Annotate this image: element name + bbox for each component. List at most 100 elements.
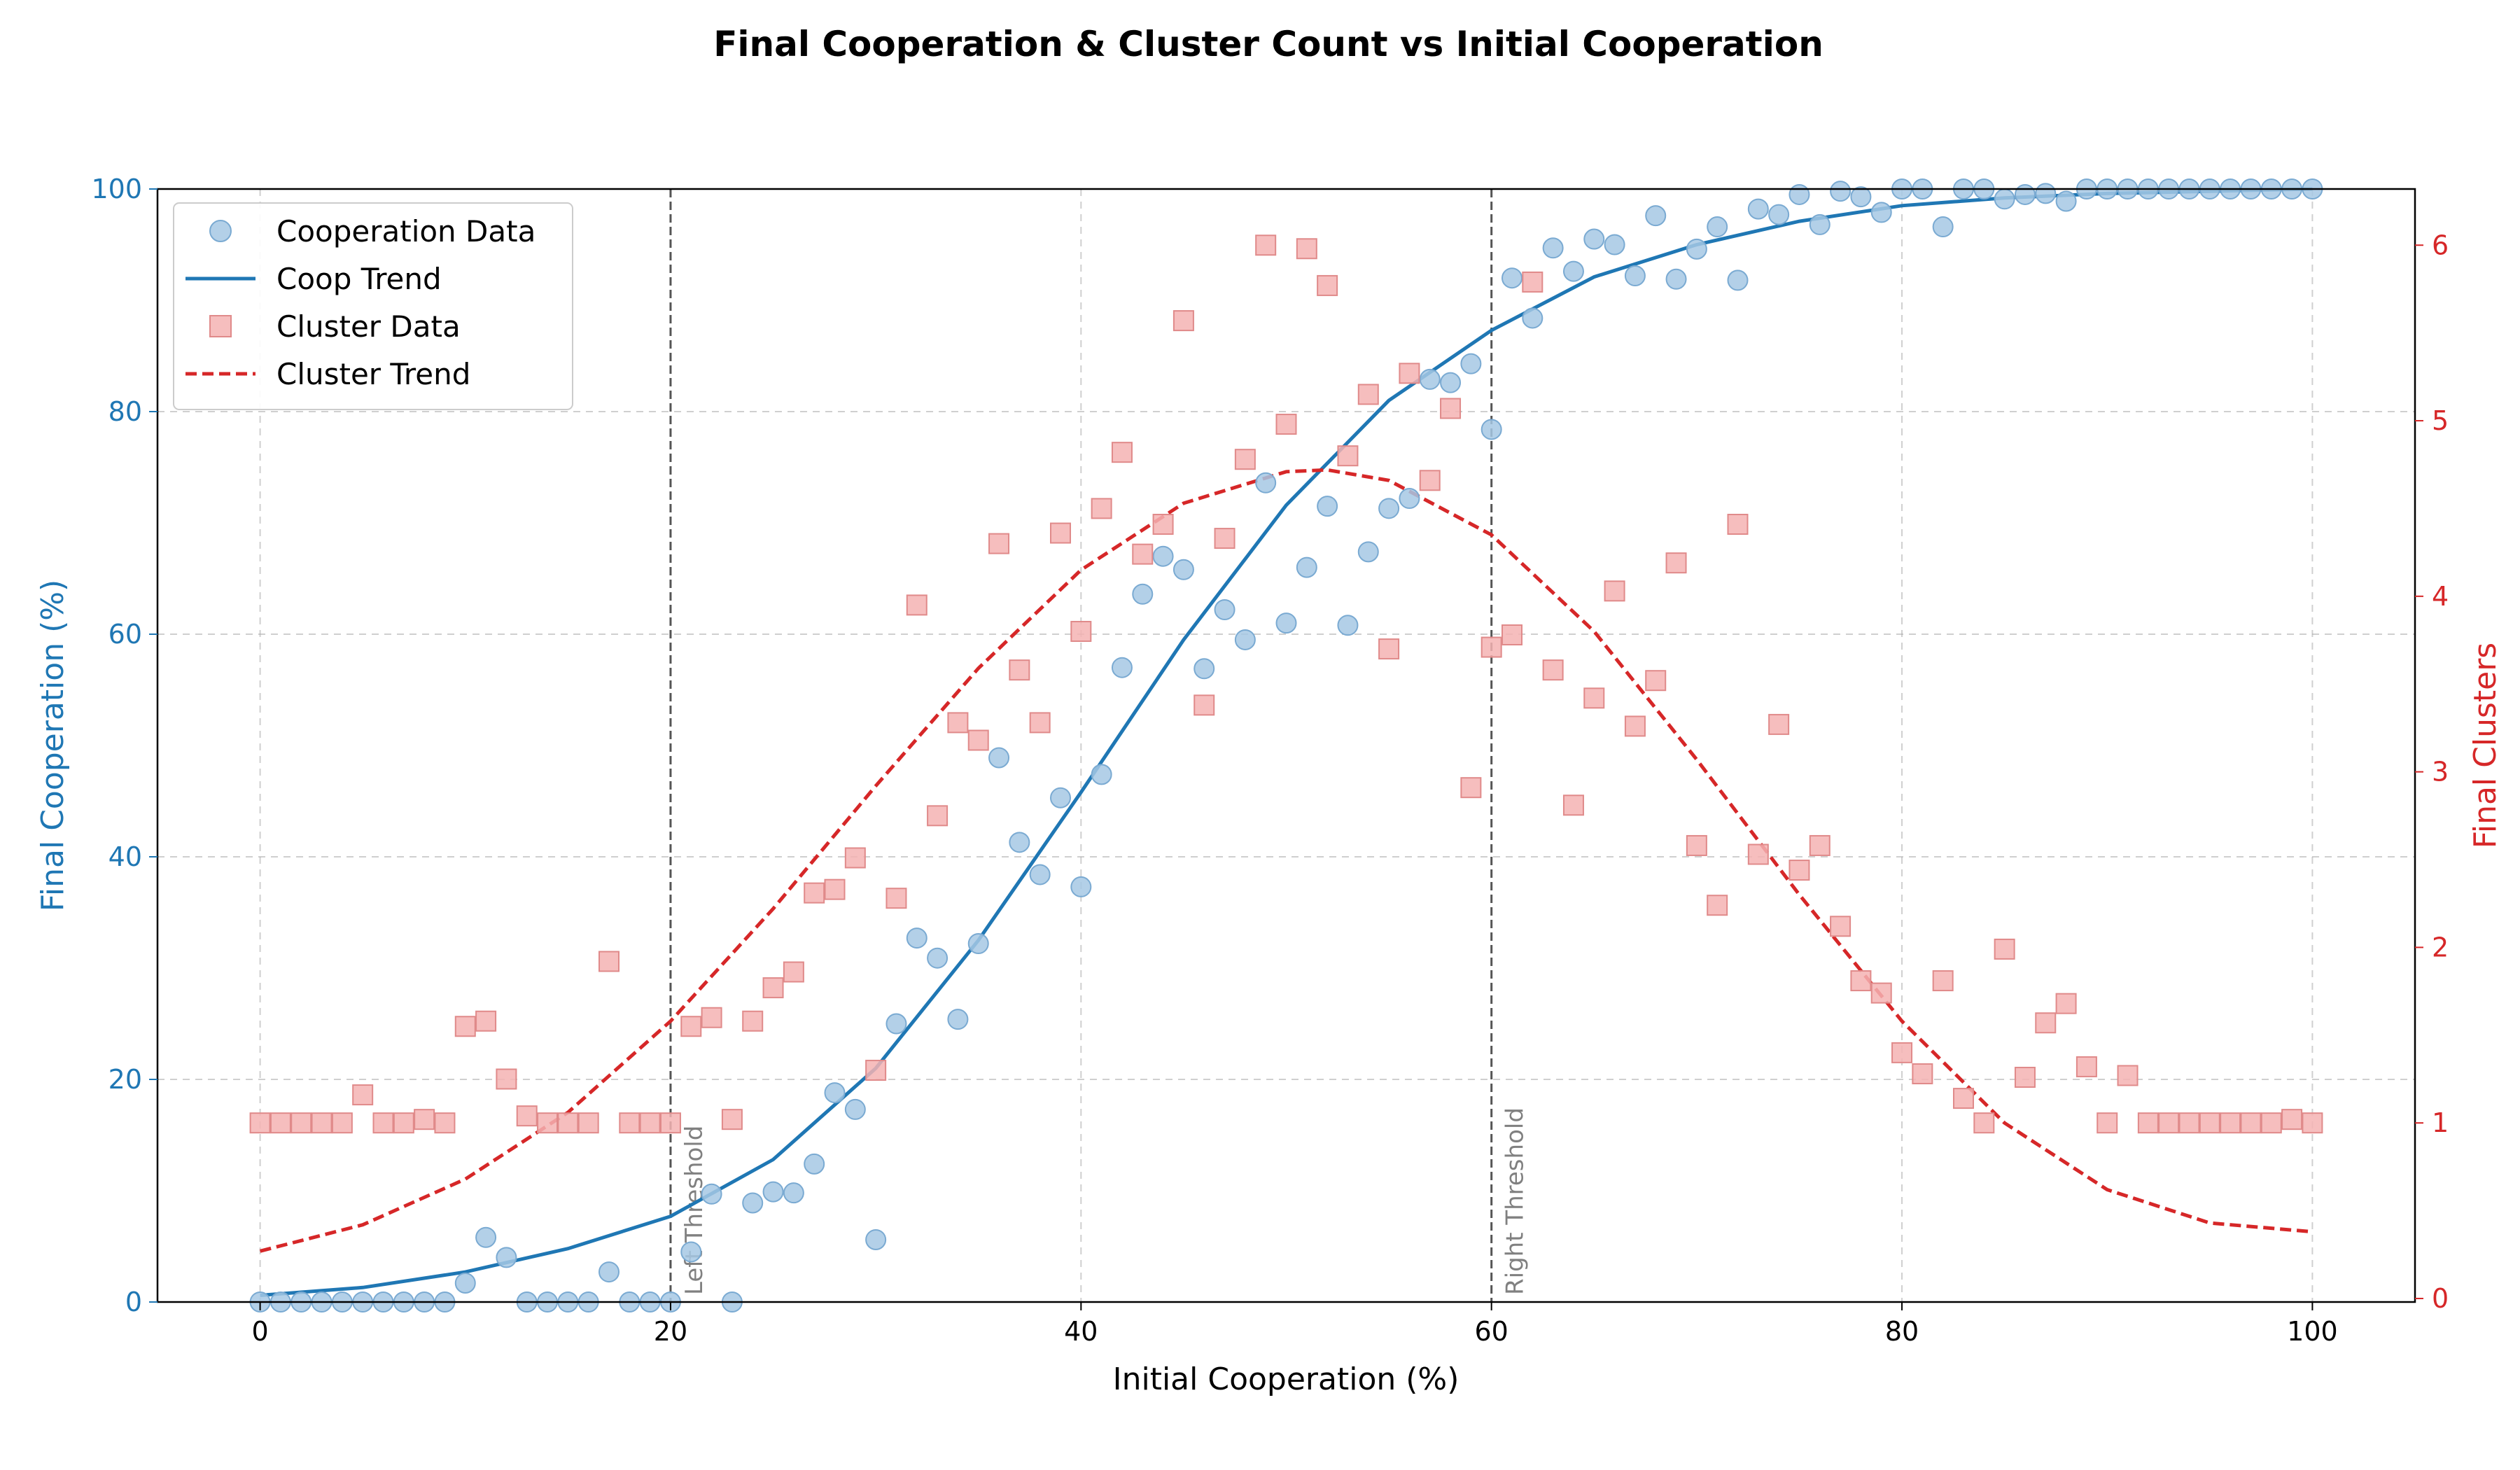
- cluster-data-point: [804, 882, 825, 904]
- cluster-data-point: [1440, 398, 1462, 419]
- coop-data-point: [1686, 238, 1707, 260]
- cluster-data-point: [783, 961, 804, 983]
- coop-data-point: [1460, 353, 1482, 374]
- cluster-data-point: [578, 1112, 599, 1134]
- cluster-data-point: [1009, 659, 1030, 681]
- cluster-data-point: [967, 729, 989, 751]
- cluster-data-point: [1070, 620, 1092, 642]
- cluster-data-point: [1645, 670, 1667, 692]
- coop-data-point: [1009, 832, 1030, 853]
- cluster-data-point: [1029, 712, 1051, 734]
- cluster-data-point: [1480, 636, 1502, 658]
- cluster-data-point: [2014, 1066, 2036, 1088]
- coop-data-point: [1357, 541, 1379, 563]
- coop-data-point: [1932, 216, 1954, 238]
- coop-data-point: [1830, 181, 1851, 202]
- coop-data-point: [1604, 234, 1625, 255]
- cluster-data-point: [2096, 1112, 2118, 1134]
- x-axis-label: Initial Cooperation (%): [1113, 1362, 1460, 1397]
- coop-data-point: [762, 1181, 784, 1203]
- coop-data-point: [742, 1192, 764, 1214]
- legend-cluster-trend-label: Cluster Trend: [276, 357, 470, 391]
- coop-data-point: [1522, 307, 1544, 329]
- coop-data-point: [1994, 188, 2015, 210]
- y2-tick-label: 1: [2432, 1107, 2449, 1138]
- coop-data-point: [1317, 496, 1338, 517]
- coop-data-point: [1194, 658, 1215, 680]
- x-tick-label: 0: [251, 1316, 268, 1347]
- cluster-data-point: [2137, 1112, 2159, 1134]
- coop-data-point: [1583, 228, 1605, 250]
- cluster-data-point: [598, 951, 620, 972]
- cluster-data-point: [1624, 715, 1646, 737]
- coop-data-point: [1850, 186, 1872, 208]
- y-tick-label: 20: [108, 1064, 142, 1095]
- chart-title: Final Cooperation & Cluster Count vs Ini…: [713, 24, 1823, 64]
- coop-data-point: [1399, 488, 1420, 510]
- cluster-data-point: [865, 1059, 887, 1081]
- cluster-data-point: [1747, 844, 1769, 865]
- cluster-data-point: [1707, 895, 1728, 916]
- y2-axis-label: Final Clusters: [2468, 643, 2503, 849]
- cluster-data-point: [1604, 580, 1625, 602]
- coop-data-point: [1419, 368, 1441, 390]
- plot-frame: [156, 188, 2416, 1303]
- cluster-data-point: [1050, 522, 1071, 544]
- cluster-data-point: [414, 1109, 435, 1130]
- cluster-data-point: [1727, 514, 1749, 536]
- legend-box: [173, 202, 573, 410]
- coop-data-point: [1337, 615, 1359, 636]
- cluster-data-point: [1378, 638, 1400, 660]
- y2-tick-label: 0: [2432, 1283, 2449, 1314]
- cluster-data-point: [537, 1112, 559, 1134]
- coop-data-point: [1275, 612, 1297, 634]
- coop-data-point: [1747, 198, 1769, 220]
- legend-coop-trend-label: Coop Trend: [276, 262, 442, 296]
- cluster-data-point: [1296, 238, 1317, 260]
- cluster-data-point: [2178, 1112, 2200, 1134]
- y-tick-label: 40: [108, 841, 142, 872]
- threshold-label: Right Threshold: [1502, 1107, 1530, 1295]
- coop-data-point: [701, 1183, 722, 1205]
- cluster-data-point: [2055, 993, 2077, 1014]
- cluster-data-point: [639, 1112, 661, 1134]
- cluster-data-point: [1870, 982, 1892, 1004]
- cluster-data-point: [2260, 1112, 2282, 1134]
- y-tick-label: 60: [108, 619, 142, 650]
- coop-data-point: [1152, 545, 1174, 567]
- coop-data-point: [1809, 214, 1830, 235]
- cluster-data-point: [1194, 694, 1215, 716]
- y-tick-label: 0: [125, 1287, 142, 1317]
- cluster-data-point: [2158, 1112, 2180, 1134]
- coop-data-point: [1768, 204, 1790, 225]
- cluster-data-point: [2076, 1056, 2097, 1077]
- coop-data-point: [1788, 183, 1810, 205]
- cluster-data-point: [1542, 659, 1564, 681]
- coop-data-point: [1502, 267, 1522, 289]
- cluster-data-point: [1419, 470, 1441, 491]
- cluster-data-point: [1562, 794, 1584, 816]
- cluster-data-point: [249, 1112, 271, 1134]
- cluster-data-point: [927, 805, 948, 827]
- cluster-data-point: [475, 1010, 497, 1032]
- legend-cluster-data-label: Cluster Data: [276, 309, 461, 344]
- cluster-data-point: [2302, 1112, 2323, 1134]
- x-tick-label: 60: [1475, 1316, 1508, 1347]
- coop-data-point: [1440, 372, 1462, 393]
- coop-data-point: [1562, 260, 1584, 282]
- cluster-data-point: [1973, 1112, 1995, 1134]
- cluster-data-point: [1850, 970, 1872, 992]
- y2-tick-label: 4: [2432, 581, 2449, 612]
- cluster-data-point: [2035, 1012, 2057, 1034]
- cluster-data-point: [1522, 271, 1544, 293]
- trend-lines: [259, 187, 2313, 1297]
- y2-tick-label: 5: [2432, 405, 2449, 436]
- coop-data-point: [1707, 216, 1728, 238]
- coop-data-point: [1645, 205, 1667, 227]
- cluster-data-point: [947, 712, 969, 734]
- coop-data-point: [496, 1247, 517, 1268]
- cluster-data-point: [1953, 1088, 1974, 1110]
- cluster-data-point: [1583, 687, 1605, 709]
- coop-data-point: [1132, 583, 1154, 605]
